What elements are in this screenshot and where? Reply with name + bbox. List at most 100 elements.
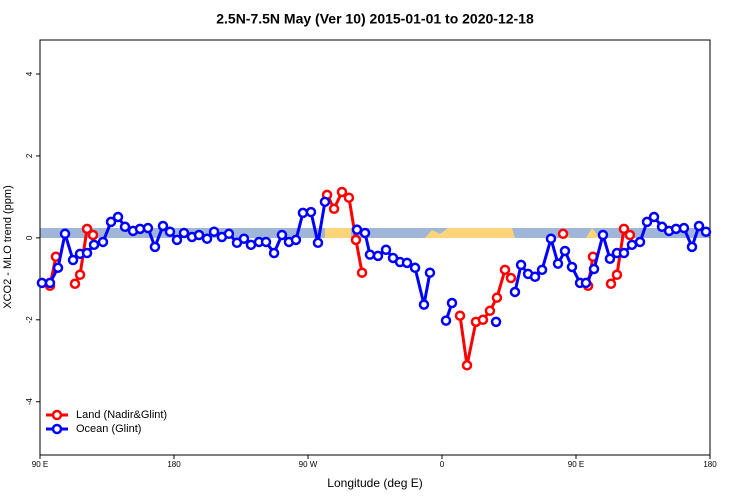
data-point — [157, 220, 169, 232]
data-point — [477, 314, 489, 326]
legend-label: Ocean (Glint) — [76, 423, 141, 435]
data-point — [268, 247, 280, 259]
data-point — [604, 253, 616, 265]
data-point — [634, 236, 646, 248]
data-point — [605, 278, 617, 290]
data-point — [149, 241, 161, 253]
data-point — [305, 206, 317, 218]
data-point — [440, 315, 452, 326]
data-point — [364, 249, 376, 260]
data-point — [580, 277, 592, 289]
data-point — [97, 236, 109, 248]
data-point — [88, 239, 100, 251]
data-point — [509, 286, 521, 298]
data-point — [105, 216, 117, 228]
data-point — [201, 233, 213, 244]
data-point — [81, 223, 93, 235]
data-point — [290, 234, 302, 246]
x-tick-label: 90 E — [568, 460, 584, 469]
data-point — [343, 192, 355, 203]
data-point — [678, 222, 690, 234]
data-point — [566, 261, 578, 273]
data-point — [536, 264, 548, 276]
data-point — [490, 316, 502, 328]
data-point — [418, 299, 430, 310]
data-point — [52, 262, 64, 274]
data-point — [597, 229, 609, 241]
chart-title: 2.5N-7.5N May (Ver 10) 2015-01-01 to 202… — [216, 11, 534, 27]
data-point — [69, 278, 81, 290]
data-point — [611, 269, 623, 280]
data-point — [545, 233, 557, 244]
legend-marker — [51, 409, 63, 421]
data-point — [59, 228, 71, 240]
data-point — [112, 211, 124, 223]
data-point — [142, 222, 154, 234]
data-point — [67, 254, 79, 266]
data-point — [380, 244, 392, 256]
data-point — [624, 229, 636, 241]
data-point — [328, 203, 340, 215]
data-point — [276, 229, 288, 241]
data-point — [81, 247, 93, 259]
data-point — [641, 216, 653, 228]
y-axis-label: XCO2 - MLO trend (ppm) — [2, 185, 14, 308]
data-point — [178, 227, 190, 239]
data-point — [559, 245, 571, 257]
y-tick-label: 0 — [25, 235, 34, 240]
y-tick-label: -2 — [25, 316, 34, 324]
data-point — [44, 277, 56, 289]
data-point — [505, 272, 517, 284]
data-point — [557, 228, 569, 240]
data-point — [446, 297, 458, 309]
data-point — [119, 221, 131, 233]
legend-marker — [51, 423, 63, 435]
data-point — [461, 360, 473, 371]
data-point — [700, 226, 712, 237]
x-tick-label: 90 W — [299, 460, 318, 469]
y-tick-label: 2 — [25, 153, 34, 158]
data-point — [208, 226, 220, 237]
x-tick-label: 90 E — [32, 460, 48, 469]
data-point — [552, 258, 564, 269]
data-point — [297, 207, 309, 219]
data-point — [164, 226, 176, 237]
data-point — [409, 262, 421, 274]
data-point — [618, 223, 630, 235]
x-tick-label: 180 — [167, 460, 181, 469]
y-tick-label: -4 — [25, 398, 34, 406]
data-point — [491, 292, 503, 303]
data-point — [648, 211, 660, 223]
data-point — [499, 264, 511, 276]
data-point — [238, 233, 250, 244]
plot-frame — [39, 39, 711, 456]
data-point — [319, 196, 331, 208]
data-point — [223, 228, 235, 240]
data-point — [424, 267, 436, 278]
data-point — [359, 227, 371, 239]
data-point — [529, 271, 541, 283]
data-point — [336, 186, 348, 198]
ocean-strip — [40, 228, 710, 238]
data-point — [260, 236, 272, 248]
data-point — [350, 234, 362, 246]
data-point — [356, 267, 368, 278]
data-point — [351, 224, 363, 235]
y-tick-label: 4 — [25, 71, 34, 76]
data-point — [401, 257, 413, 269]
data-point — [618, 247, 630, 259]
data-point — [87, 229, 99, 241]
data-point — [193, 229, 205, 241]
data-point — [588, 263, 600, 275]
data-point — [515, 259, 527, 271]
data-point — [312, 237, 324, 249]
data-point — [171, 234, 183, 246]
data-point — [74, 269, 86, 280]
data-point — [686, 241, 698, 253]
data-point — [693, 220, 705, 232]
data-point — [484, 305, 496, 317]
legend-label: Land (Nadir&Glint) — [76, 409, 167, 421]
x-tick-label: 180 — [703, 460, 717, 469]
